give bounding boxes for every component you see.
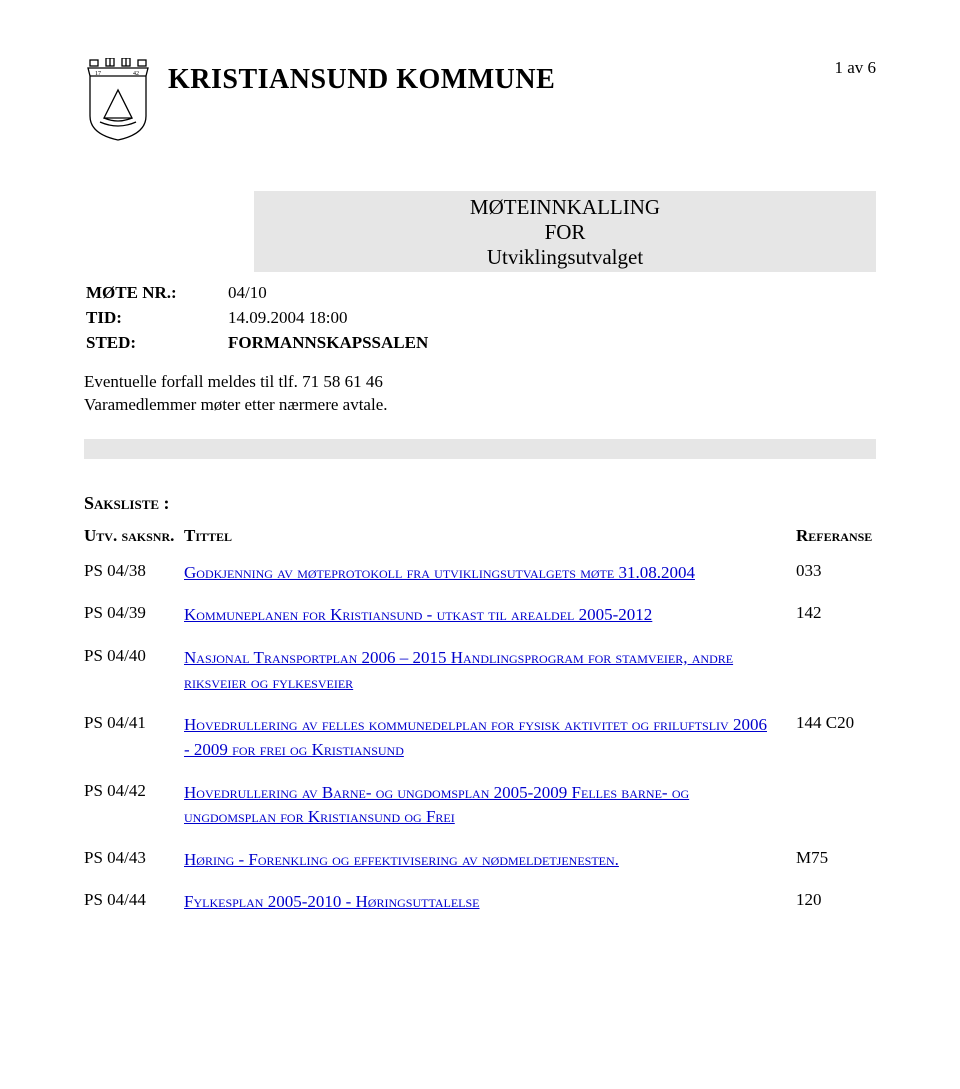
case-number: PS 04/42 xyxy=(84,772,184,839)
col-header-ref: Referanse xyxy=(796,526,876,552)
col-header-num: Utv. saksnr. xyxy=(84,526,184,552)
forfall-line-2: Varamedlemmer møter etter nærmere avtale… xyxy=(84,394,876,417)
case-reference: 033 xyxy=(796,552,876,595)
case-reference: 120 xyxy=(796,881,876,924)
case-reference xyxy=(796,772,876,839)
table-row: PS 04/42 Hovedrullering av Barne- og ung… xyxy=(84,772,876,839)
divider-bar xyxy=(84,439,876,459)
forfall-note: Eventuelle forfall meldes til tlf. 71 58… xyxy=(84,371,876,417)
saksliste-heading: Saksliste : xyxy=(84,493,876,514)
forfall-line-1: Eventuelle forfall meldes til tlf. 71 58… xyxy=(84,371,876,394)
table-row: PS 04/44 Fylkesplan 2005-2010 - Høringsu… xyxy=(84,881,876,924)
svg-text:42: 42 xyxy=(133,71,139,77)
case-reference: 142 xyxy=(796,594,876,637)
case-number: PS 04/41 xyxy=(84,704,184,771)
case-title-link[interactable]: Godkjenning av møteprotokoll fra utvikli… xyxy=(184,563,695,582)
svg-text:17: 17 xyxy=(95,71,101,77)
case-title-link[interactable]: Fylkesplan 2005-2010 - Høringsuttalelse xyxy=(184,892,480,911)
banner-line-1: MØTEINNKALLING xyxy=(254,195,876,220)
case-number: PS 04/43 xyxy=(84,839,184,882)
agenda-header-row: Utv. saksnr. Tittel Referanse xyxy=(84,526,876,552)
sted-value: FORMANNSKAPSSALEN xyxy=(228,332,428,355)
sted-label: STED: xyxy=(86,332,226,355)
col-header-title: Tittel xyxy=(184,526,796,552)
tid-value: 14.09.2004 18:00 xyxy=(228,307,428,330)
case-title-link[interactable]: Hovedrullering av felles kommunedelplan … xyxy=(184,715,767,759)
meeting-info-table: MØTE NR.: 04/10 TID: 14.09.2004 18:00 ST… xyxy=(84,280,430,357)
case-reference: 144 C20 xyxy=(796,704,876,771)
case-reference xyxy=(796,637,876,704)
banner-line-2: FOR xyxy=(254,220,876,245)
organization-name: KRISTIANSUND KOMMUNE xyxy=(168,64,555,96)
table-row: PS 04/41 Hovedrullering av felles kommun… xyxy=(84,704,876,771)
table-row: PS 04/43 Høring - Forenkling og effektiv… xyxy=(84,839,876,882)
letterhead: 17 42 KRISTIANSUND KOMMUNE xyxy=(84,58,876,149)
table-row: PS 04/40 Nasjonal Transportplan 2006 – 2… xyxy=(84,637,876,704)
case-title-link[interactable]: Nasjonal Transportplan 2006 – 2015 Handl… xyxy=(184,648,733,692)
case-number: PS 04/40 xyxy=(84,637,184,704)
agenda-table: Utv. saksnr. Tittel Referanse PS 04/38 G… xyxy=(84,526,876,924)
tid-label: TID: xyxy=(86,307,226,330)
municipal-crest-icon: 17 42 xyxy=(84,58,152,149)
case-number: PS 04/38 xyxy=(84,552,184,595)
case-title-link[interactable]: Hovedrullering av Barne- og ungdomsplan … xyxy=(184,783,689,827)
mote-nr-label: MØTE NR.: xyxy=(86,282,226,305)
case-number: PS 04/44 xyxy=(84,881,184,924)
table-row: PS 04/39 Kommuneplanen for Kristiansund … xyxy=(84,594,876,637)
mote-nr-value: 04/10 xyxy=(228,282,428,305)
page-number: 1 av 6 xyxy=(834,58,876,78)
banner-line-3: Utviklingsutvalget xyxy=(254,245,876,270)
table-row: PS 04/38 Godkjenning av møteprotokoll fr… xyxy=(84,552,876,595)
case-reference: M75 xyxy=(796,839,876,882)
case-title-link[interactable]: Høring - Forenkling og effektivisering a… xyxy=(184,850,619,869)
meeting-banner: MØTEINNKALLING FOR Utviklingsutvalget xyxy=(84,191,876,272)
case-title-link[interactable]: Kommuneplanen for Kristiansund - utkast … xyxy=(184,605,652,624)
case-number: PS 04/39 xyxy=(84,594,184,637)
